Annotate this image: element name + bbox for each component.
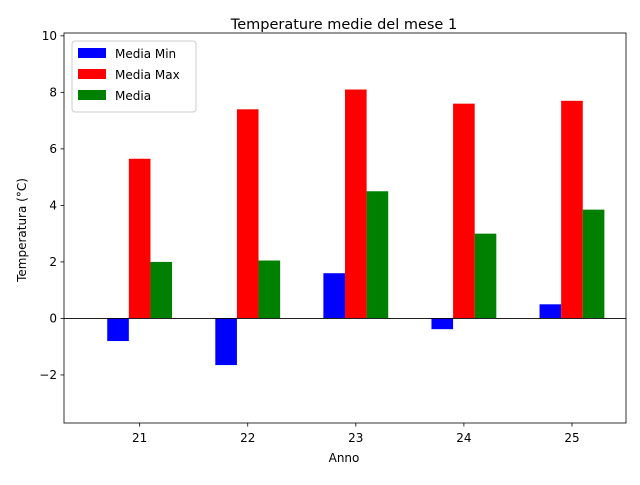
y-tick-label: 6: [49, 142, 57, 156]
legend-swatch: [78, 48, 106, 58]
y-tick-label: 2: [49, 255, 57, 269]
bar-media-25: [582, 209, 605, 319]
bar-media-max-25: [561, 100, 583, 319]
axes-frame: [63, 32, 627, 424]
bar-media-max-21: [128, 158, 151, 319]
legend: Media Min Media Max Media: [71, 40, 197, 113]
y-tick-label: −2: [39, 368, 57, 382]
y-tick-label: 10: [42, 29, 57, 43]
bar-media-23: [366, 191, 389, 319]
y-tick-label: 0: [49, 311, 57, 325]
bar-media-min-21: [107, 318, 129, 342]
bar-media-24: [474, 233, 497, 319]
x-axis-label: Anno: [329, 451, 360, 465]
bar-media-21: [150, 261, 173, 319]
bar-media-22: [258, 260, 281, 319]
bar-media-min-22: [215, 318, 237, 366]
x-tick-label: 22: [240, 431, 255, 445]
x-tick-label: 24: [456, 431, 471, 445]
bar-media-min-25: [539, 304, 562, 319]
bar-media-min-23: [323, 273, 345, 319]
legend-label: Media: [115, 89, 151, 103]
y-tick-label: 8: [49, 85, 57, 99]
legend-swatch: [78, 69, 106, 79]
bar-media-max-22: [236, 109, 259, 319]
bar-media-max-23: [345, 89, 367, 319]
bar-media-max-24: [453, 103, 475, 319]
legend-label: Media Max: [115, 68, 180, 82]
x-tick-label: 23: [348, 431, 363, 445]
x-tick-label: 25: [564, 431, 579, 445]
legend-swatch: [78, 90, 106, 100]
y-tick-label: 4: [49, 198, 57, 212]
legend-label: Media Min: [115, 47, 176, 61]
bar-media-min-24: [431, 318, 454, 330]
x-tick-label: 21: [132, 431, 147, 445]
chart-title: Temperature medie del mese 1: [230, 17, 457, 33]
y-axis-label: Temperatura (°C): [15, 178, 29, 283]
